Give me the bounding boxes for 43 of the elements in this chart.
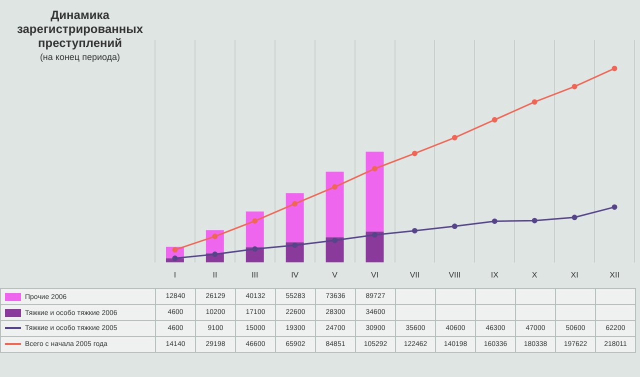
point xyxy=(532,99,538,105)
x-tick-label: X xyxy=(532,270,538,280)
x-tick-label: XI xyxy=(570,270,578,280)
point xyxy=(412,228,418,234)
point xyxy=(492,117,498,123)
point xyxy=(292,201,298,207)
point xyxy=(452,224,458,230)
x-tick-label: IV xyxy=(291,270,300,280)
x-tick-label: III xyxy=(252,270,258,280)
point xyxy=(532,218,538,224)
bar xyxy=(326,237,344,262)
x-tick-label: IX xyxy=(490,270,500,280)
point xyxy=(212,234,218,240)
x-tick-label: II xyxy=(212,270,218,280)
x-tick-label: I xyxy=(174,270,176,280)
point xyxy=(412,150,418,156)
x-tick-label: V xyxy=(332,270,338,280)
point xyxy=(252,246,258,252)
x-tick-label: VI xyxy=(370,270,379,280)
point xyxy=(292,242,298,248)
point xyxy=(452,134,458,140)
text: (на конец периода) xyxy=(38,52,122,62)
point xyxy=(492,218,498,224)
x-tick-label: VIII xyxy=(448,270,461,280)
bar xyxy=(366,152,384,232)
bar xyxy=(246,211,264,248)
point xyxy=(572,84,578,90)
x-tick-label: XII xyxy=(610,270,620,280)
point xyxy=(372,232,378,238)
bar xyxy=(366,232,384,262)
x-tick-label: VII xyxy=(410,270,420,280)
point xyxy=(372,166,378,172)
bar xyxy=(326,172,344,238)
bar xyxy=(286,193,304,242)
point xyxy=(612,66,618,72)
point xyxy=(612,204,618,210)
point xyxy=(172,256,178,262)
point xyxy=(332,238,338,244)
text: Динамика зарегистрированных преступлений xyxy=(16,8,144,50)
point xyxy=(332,184,338,190)
point xyxy=(212,252,218,258)
point xyxy=(252,218,258,224)
point xyxy=(572,214,578,220)
